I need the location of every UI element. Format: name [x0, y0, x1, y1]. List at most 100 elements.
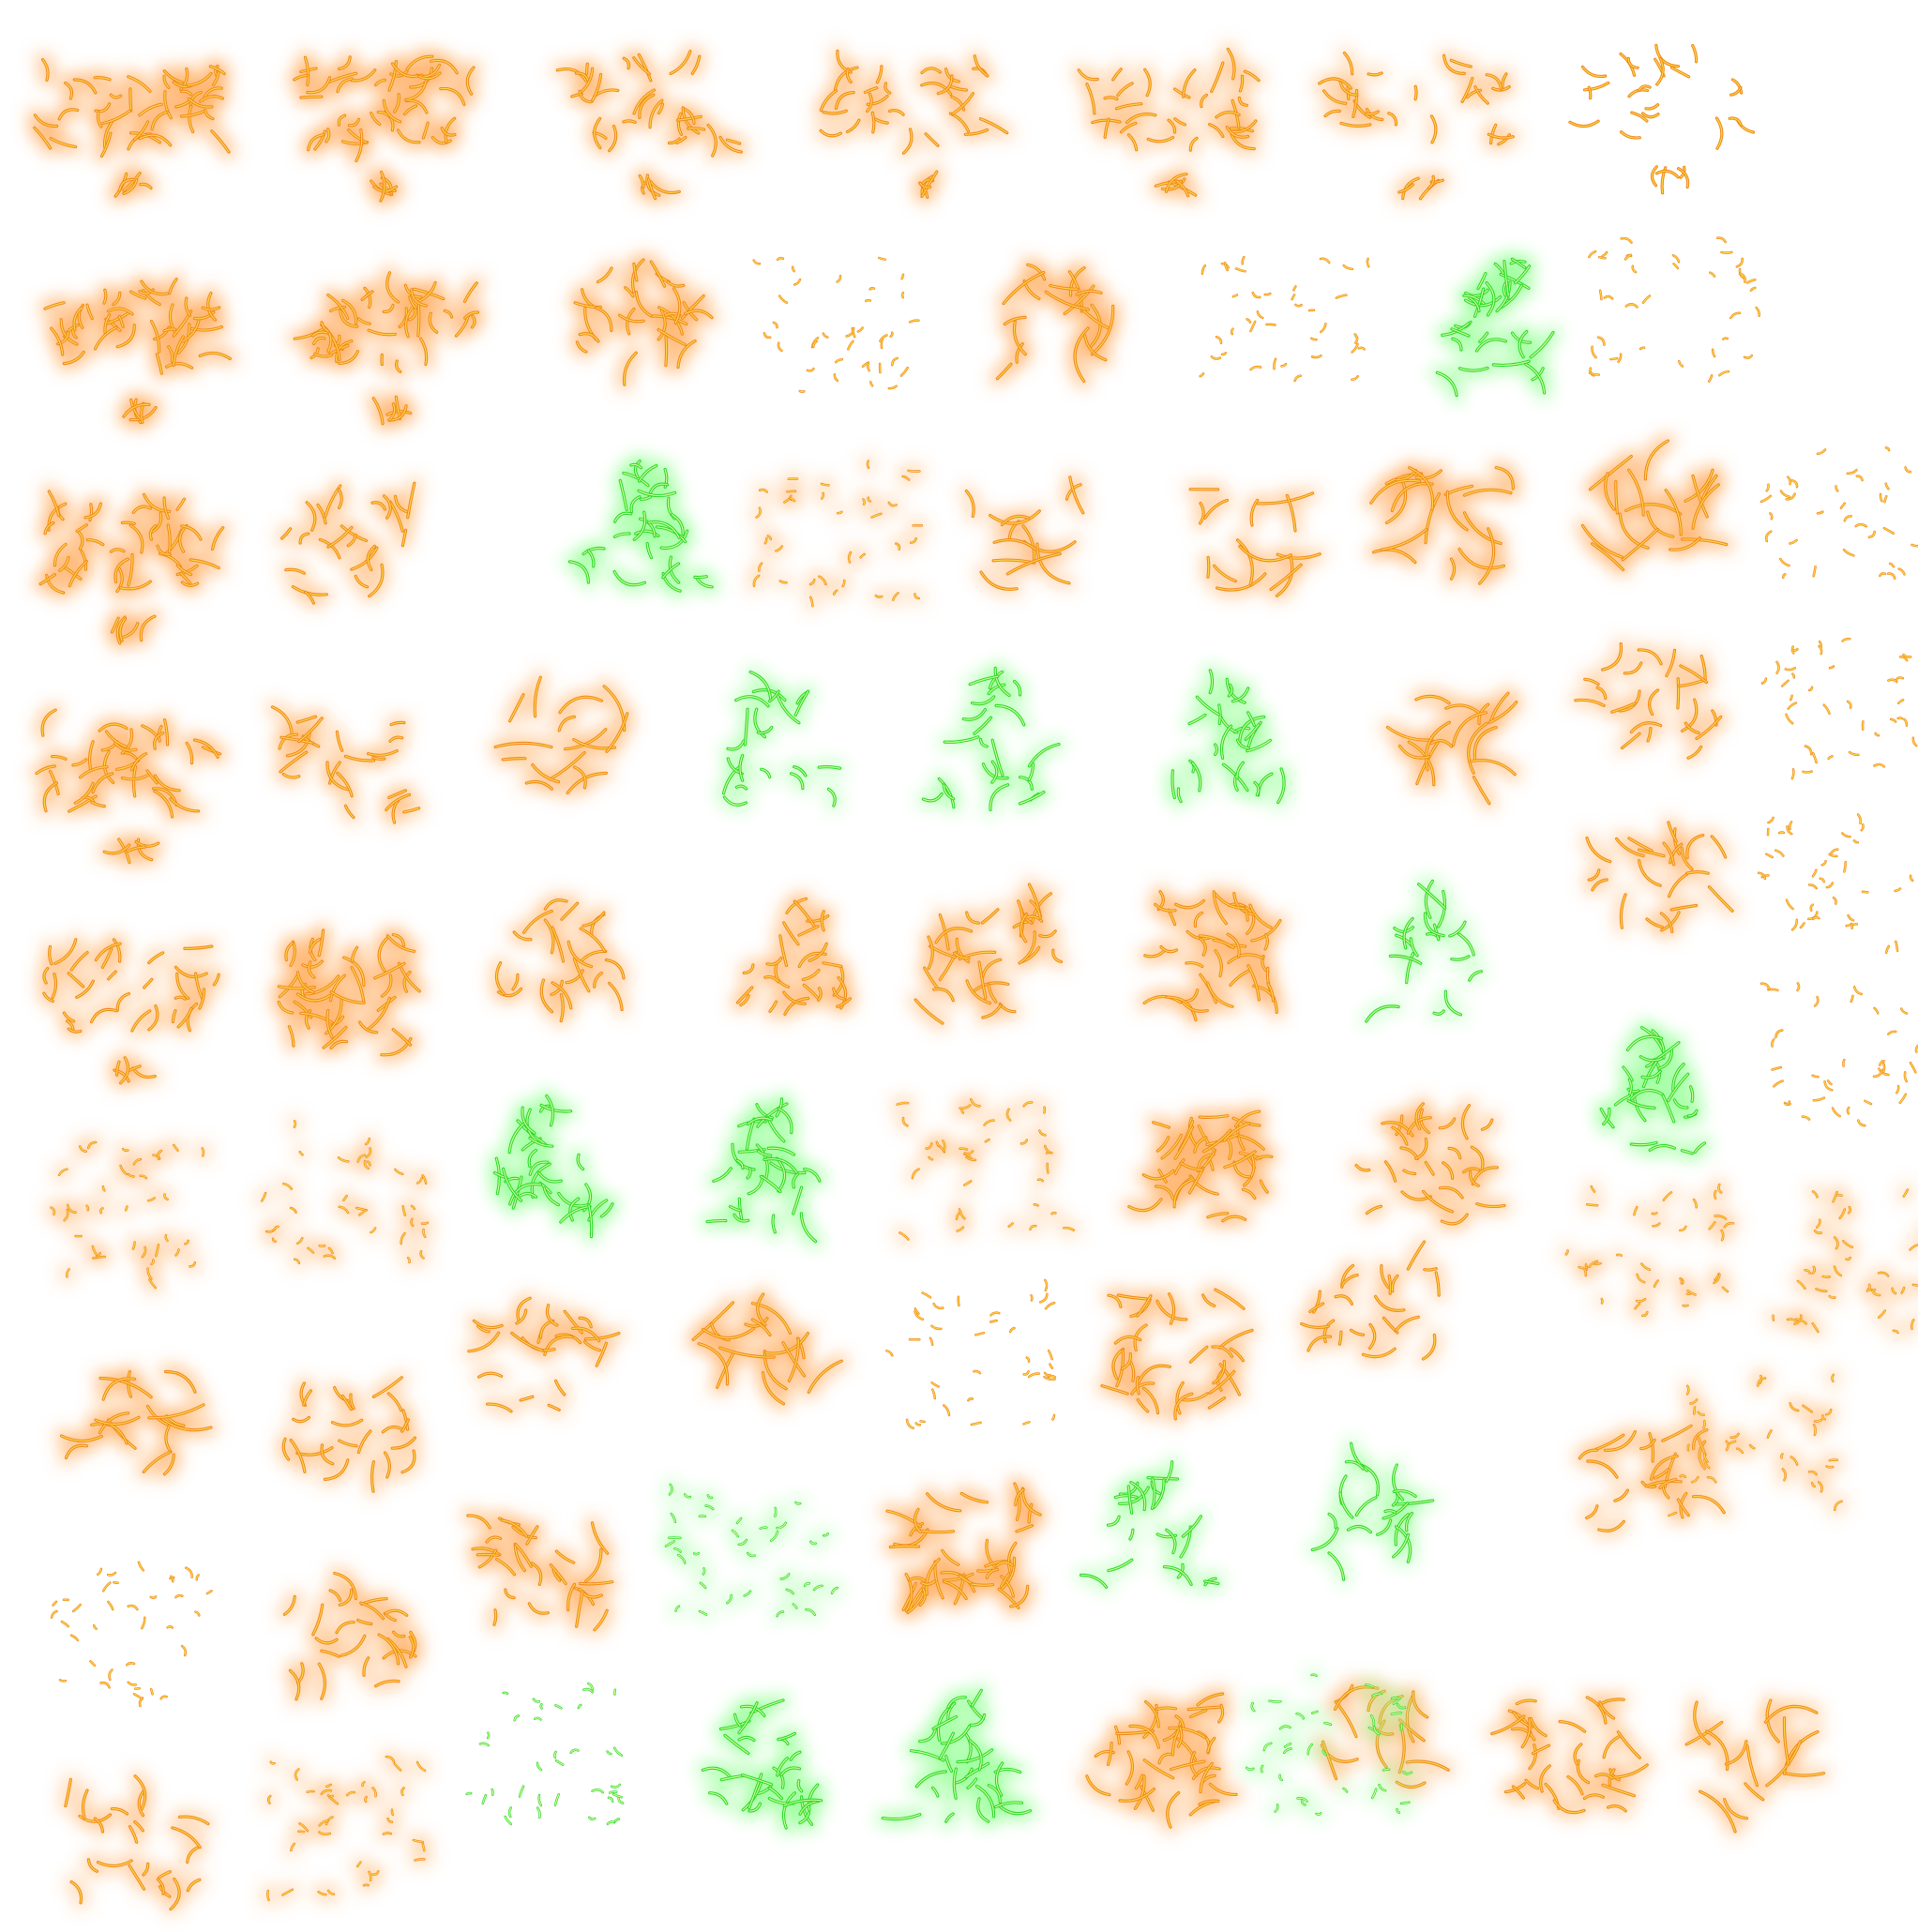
sprite-blob-glyph [249, 1341, 446, 1519]
sprite-swoosh-orange [1660, 1674, 1857, 1852]
sprite-scatter-orange [1186, 234, 1383, 413]
sprite-stroke-highlight [1643, 296, 1650, 303]
sprite-triangle-glyph [680, 652, 877, 830]
sprite-triangle-glyph [544, 436, 741, 614]
sprite-dense-orange [1074, 1261, 1271, 1440]
sprite-dense-glyph [249, 905, 446, 1083]
sprite-dense-orange [249, 905, 446, 1083]
sprite-swoosh-orange [1351, 652, 1548, 830]
sprite-word_x2-glyph [1074, 23, 1271, 202]
sprite-blob-glyph [460, 868, 657, 1046]
sprite-glow [262, 1121, 428, 1262]
sprite-strokes [467, 1683, 623, 1824]
sprite-stroke-highlight [1898, 718, 1902, 719]
sprite-blob-orange [549, 234, 746, 413]
sprite-triangle-green [1557, 1004, 1754, 1182]
sprite-glow [1246, 1675, 1412, 1815]
sprite-strokes [754, 258, 919, 392]
sprite-blob-orange [249, 1547, 446, 1726]
sprite-swoosh-orange [1351, 436, 1548, 614]
sprite-glow [738, 898, 851, 1014]
sprite-triangle-green [1332, 868, 1529, 1046]
sprite-glow [35, 60, 229, 197]
sprite-scatter-glyph [652, 1463, 849, 1641]
sprite-dense-glyph [896, 868, 1093, 1046]
sprite-triangle-green [900, 652, 1097, 830]
sprite-scatter-glyph [1233, 1655, 1430, 1834]
sprite-scatter-orange [33, 1125, 230, 1304]
sprite-scatter-glyph [1552, 1168, 1749, 1346]
sprite-word_x2-orange [1074, 23, 1271, 202]
sprite-strokes [1761, 983, 1918, 1125]
sprite-word_x2-glyph [1571, 14, 1768, 192]
sprite-triangle-glyph [446, 1074, 642, 1252]
sprite-scatter-glyph [886, 1079, 1083, 1257]
sprite-blob-glyph [1280, 1215, 1477, 1393]
sprite-glow [495, 677, 627, 792]
sprite-triangle-glyph [1121, 652, 1318, 830]
sprite-dense-orange [1472, 1665, 1669, 1843]
sprite-swoosh-glyph [1660, 1674, 1857, 1852]
sprite-scatter-orange [1655, 1355, 1852, 1533]
sprite-stroke-highlight [1761, 496, 1771, 502]
sprite-scatter-glyph [446, 1665, 642, 1843]
sprite-dense-orange [896, 868, 1093, 1046]
sprite-stroke-highlight [134, 1694, 142, 1698]
sprite-glow [282, 483, 415, 603]
sprite-strokes [1762, 639, 1918, 778]
sprite-glow [1774, 1190, 1918, 1333]
sprite-scatter-glyph [1576, 220, 1773, 399]
sprite-glow [966, 477, 1082, 589]
sprite-dense-orange [1121, 868, 1318, 1046]
sprite-blob-glyph [1557, 619, 1754, 797]
sprite-scatter-glyph [249, 1102, 446, 1280]
sprite-stroke-highlight [1782, 681, 1788, 687]
sprite-triangle-glyph [900, 652, 1097, 830]
sprite-word_x2-glyph [33, 464, 230, 642]
sprite-glow [1669, 1375, 1841, 1516]
sprite-word_x2-glyph [33, 249, 230, 427]
sprite-triangle-glyph [671, 1079, 868, 1257]
sprite-blob-glyph [549, 234, 746, 413]
sprite-swoosh-orange [33, 1341, 230, 1519]
sprite-word_x2-orange [33, 464, 230, 642]
sprite-blob-orange [249, 460, 446, 638]
sprite-triangle-green [671, 1079, 868, 1257]
sprite-swoosh-glyph [1351, 652, 1548, 830]
sprite-dense-glyph [1472, 1665, 1669, 1843]
sprite-word_x2-glyph [286, 23, 483, 202]
sprite-triangle-glyph [1280, 1421, 1477, 1599]
sprite-dense-glyph [1065, 1665, 1261, 1843]
sprite-triangle-glyph [657, 1674, 853, 1852]
sprite-word_x2-orange [558, 23, 755, 202]
sprite-stroke-highlight [1694, 1408, 1695, 1414]
sprite-stroke-highlight [1602, 1299, 1603, 1303]
sprite-triangle-glyph [1557, 1004, 1754, 1182]
sprite-stroke-highlight [614, 1690, 615, 1695]
sprite-word_x2-orange [33, 685, 230, 863]
sprite-scatter-glyph [33, 1125, 230, 1304]
sprite-triangle-green [863, 1669, 1060, 1848]
sprite-triangle-glyph [1055, 1440, 1252, 1618]
sprite-word_x2-glyph [816, 23, 1013, 202]
sprite-triangle-green [1121, 652, 1318, 830]
sprite-triangle-glyph [1332, 868, 1529, 1046]
sprite-swoosh-glyph [952, 234, 1149, 413]
sprite-scatter-glyph [736, 234, 933, 413]
sprite-stroke-highlight [1910, 1063, 1916, 1072]
sprite-swoosh-glyph [671, 1271, 868, 1449]
sprite-stroke-highlight [921, 1421, 925, 1422]
sprite-scatter-orange [1744, 966, 1918, 1144]
sprite-blob-orange [33, 1754, 230, 1932]
sprite-glow [37, 710, 220, 863]
sprite-glow [1081, 1462, 1218, 1588]
sprite-scatter-glyph [1744, 422, 1918, 600]
sprite-blob-glyph [446, 1482, 642, 1660]
sprite-word_x2-orange [816, 23, 1013, 202]
sprite-scatter-orange [1552, 1168, 1749, 1346]
sprite-glow [1302, 1242, 1440, 1359]
sprite-blob-orange [1280, 1215, 1477, 1393]
sprite-stroke-highlight [1251, 322, 1256, 331]
sprite-word_x2-glyph [33, 23, 230, 202]
